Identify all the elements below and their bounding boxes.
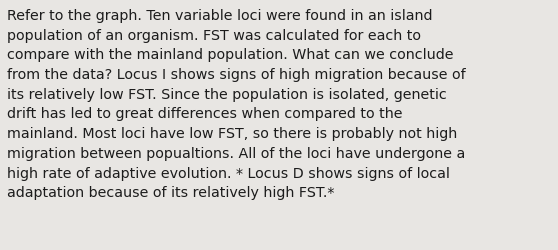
Text: Refer to the graph. Ten variable loci were found in an island
population of an o: Refer to the graph. Ten variable loci we… xyxy=(7,9,466,200)
